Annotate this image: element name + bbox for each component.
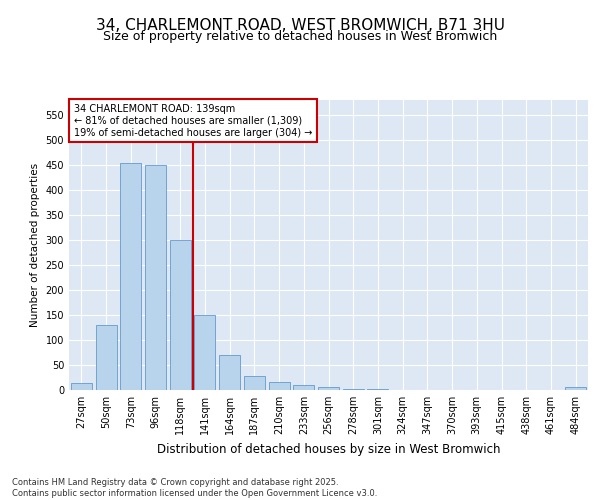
X-axis label: Distribution of detached houses by size in West Bromwich: Distribution of detached houses by size … bbox=[157, 442, 500, 456]
Bar bbox=[71, 382, 92, 390]
Bar bbox=[120, 162, 141, 390]
Text: Contains HM Land Registry data © Crown copyright and database right 2025.
Contai: Contains HM Land Registry data © Crown c… bbox=[12, 478, 377, 498]
Bar bbox=[367, 389, 388, 390]
Bar bbox=[194, 315, 215, 390]
Text: Size of property relative to detached houses in West Bromwich: Size of property relative to detached ho… bbox=[103, 30, 497, 43]
Bar bbox=[170, 240, 191, 390]
Bar bbox=[318, 386, 339, 390]
Bar bbox=[145, 165, 166, 390]
Bar bbox=[95, 325, 116, 390]
Bar bbox=[565, 386, 586, 390]
Y-axis label: Number of detached properties: Number of detached properties bbox=[30, 163, 40, 327]
Text: 34 CHARLEMONT ROAD: 139sqm
← 81% of detached houses are smaller (1,309)
19% of s: 34 CHARLEMONT ROAD: 139sqm ← 81% of deta… bbox=[74, 104, 313, 138]
Bar bbox=[244, 376, 265, 390]
Bar bbox=[269, 382, 290, 390]
Bar bbox=[219, 355, 240, 390]
Bar bbox=[343, 389, 364, 390]
Text: 34, CHARLEMONT ROAD, WEST BROMWICH, B71 3HU: 34, CHARLEMONT ROAD, WEST BROMWICH, B71 … bbox=[95, 18, 505, 32]
Bar bbox=[293, 385, 314, 390]
